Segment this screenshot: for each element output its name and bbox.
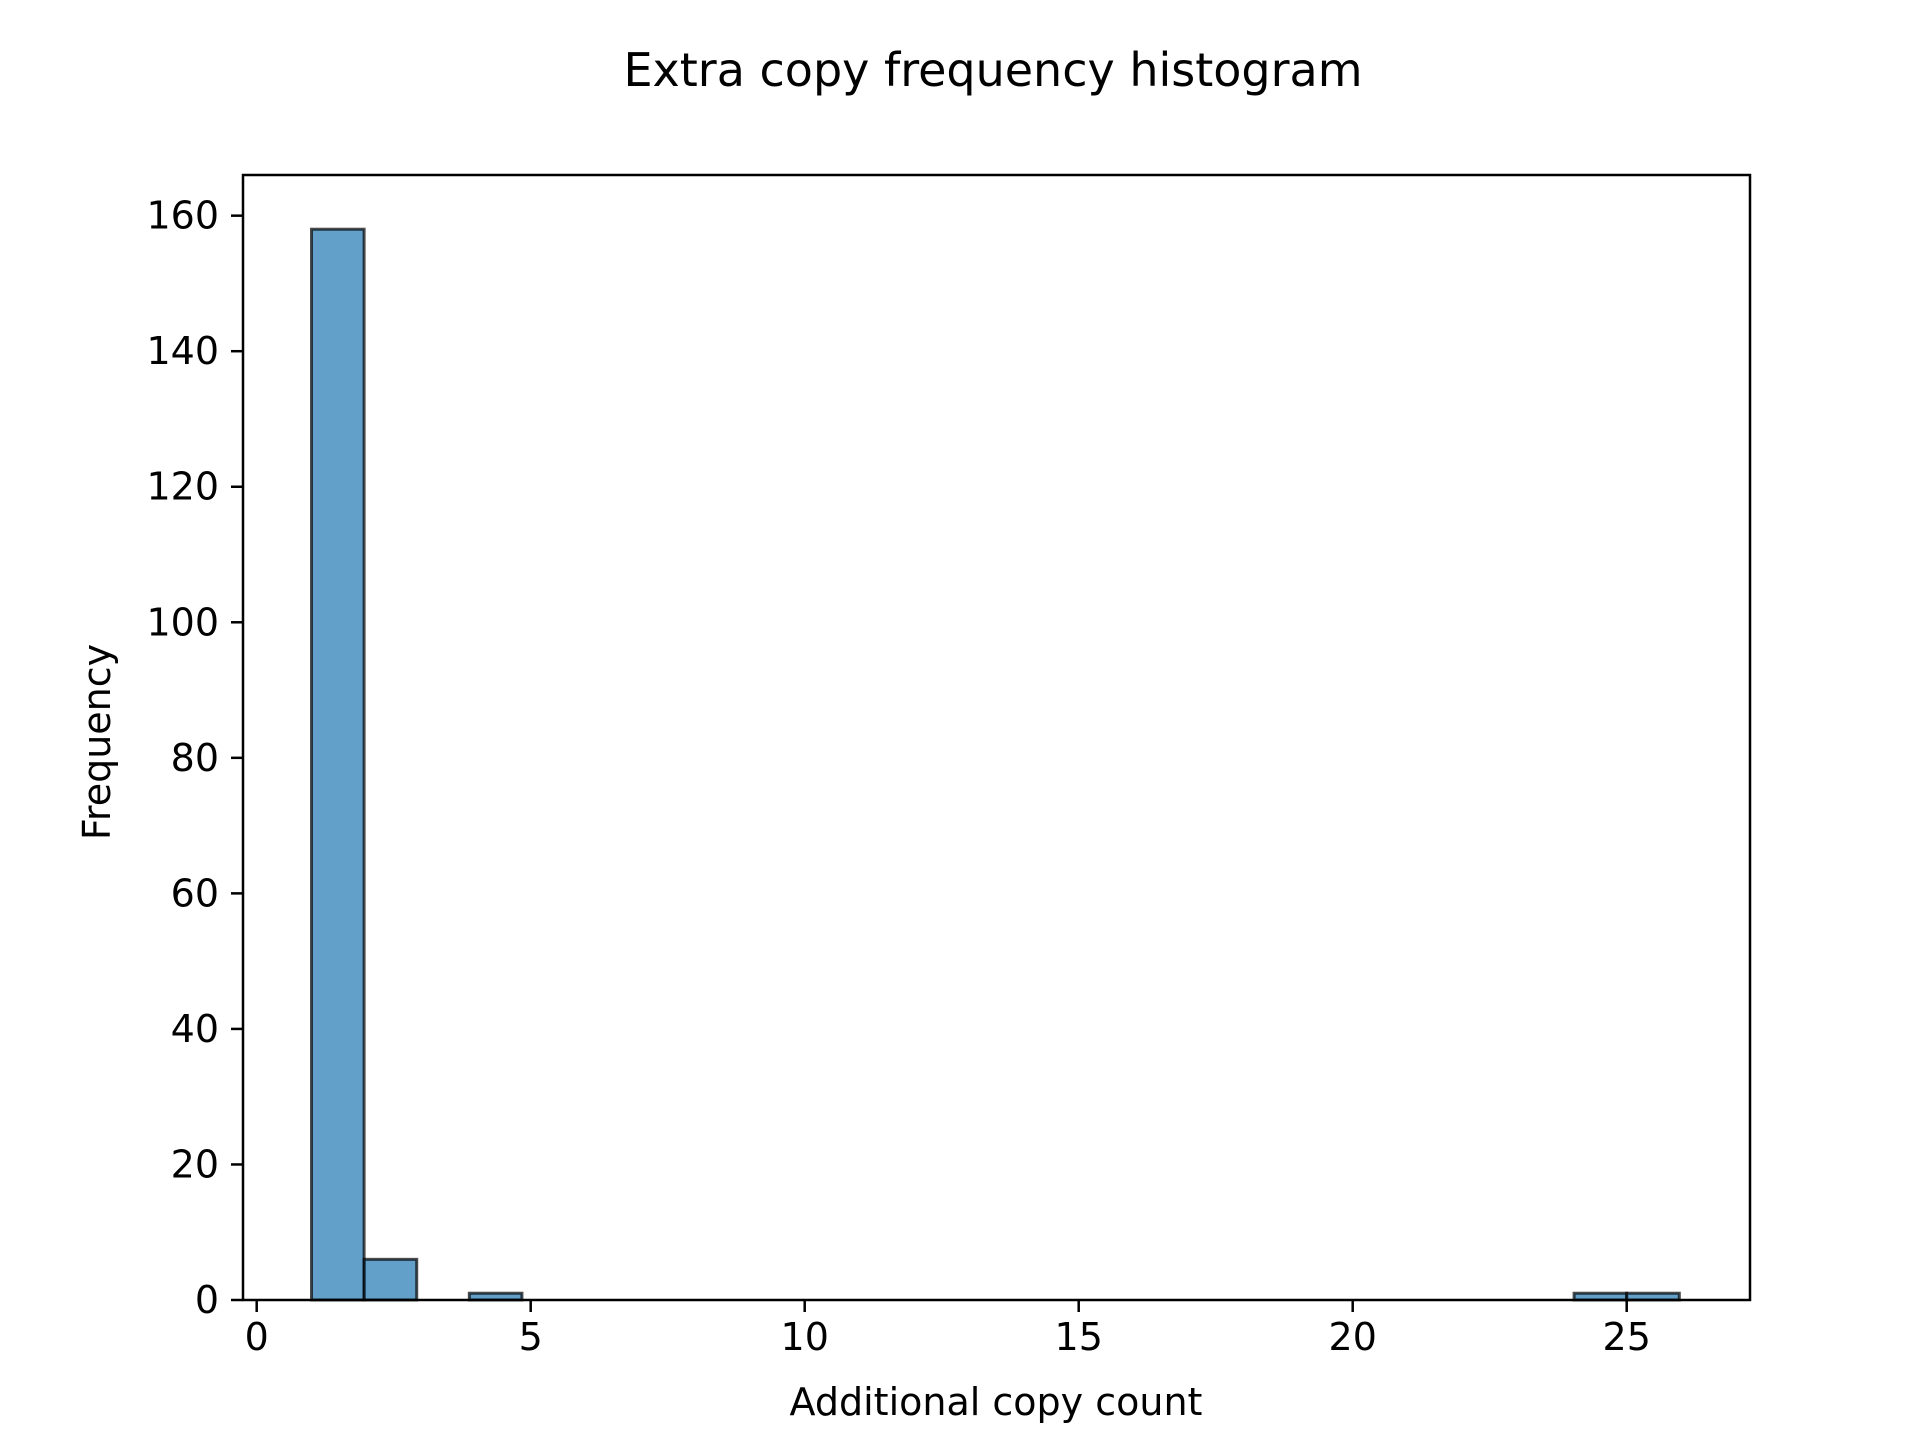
- y-tick-label: 80: [171, 736, 219, 780]
- y-tick-label: 0: [195, 1278, 219, 1322]
- bars-layer: [310, 227, 1681, 1302]
- x-axis-ticks: 0 5 10 15 20 25: [245, 1300, 1651, 1359]
- x-tick-label: 0: [245, 1315, 269, 1359]
- y-tick-label: 120: [146, 465, 219, 509]
- plot-area: 0 5 10 15 20 25 0 20 40 60 80 100 120 140 160: [146, 173, 1752, 1359]
- y-tick-label: 20: [171, 1142, 219, 1186]
- y-tick-label: 60: [171, 871, 219, 915]
- y-axis-label: Frequency: [75, 644, 119, 840]
- chart-title: Extra copy frequency histogram: [623, 43, 1362, 97]
- y-tick-label: 160: [146, 194, 219, 238]
- x-tick-label: 5: [519, 1315, 543, 1359]
- x-tick-label: 10: [781, 1315, 829, 1359]
- y-tick-label: 100: [146, 600, 219, 644]
- histogram-bar-0: [310, 227, 366, 1302]
- x-axis-label: Additional copy count: [790, 1380, 1203, 1424]
- x-tick-label: 15: [1055, 1315, 1103, 1359]
- y-axis-ticks: 0 20 40 60 80 100 120 140 160: [146, 194, 243, 1322]
- axes-frame: [241, 173, 1752, 1302]
- x-tick-label: 20: [1329, 1315, 1377, 1359]
- y-tick-label: 140: [146, 329, 219, 373]
- x-tick-label: 25: [1603, 1315, 1651, 1359]
- histogram-bar-1: [362, 1257, 419, 1302]
- y-tick-label: 40: [171, 1007, 219, 1051]
